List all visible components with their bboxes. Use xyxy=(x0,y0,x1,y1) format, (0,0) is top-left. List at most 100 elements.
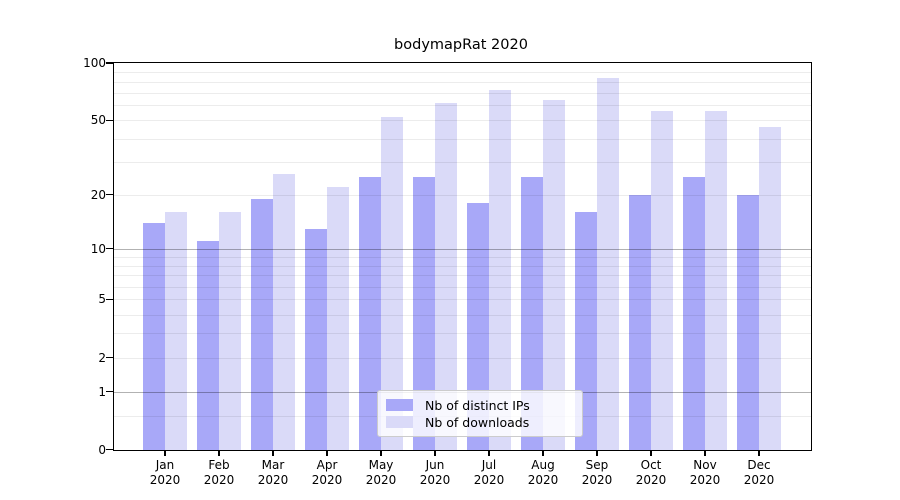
bar-ips-may xyxy=(359,176,381,450)
x-tick-year: 2020 xyxy=(149,472,181,487)
gridline-minor xyxy=(114,138,811,140)
gridline-minor xyxy=(114,265,811,267)
bar-downloads-oct xyxy=(651,110,673,450)
x-tick-year: 2020 xyxy=(203,472,235,487)
y-tick-mark xyxy=(106,448,113,451)
gridline-minor xyxy=(114,71,811,73)
gridline-minor xyxy=(114,194,811,196)
bar-downloads-mar xyxy=(273,173,295,450)
gridline-major xyxy=(114,248,811,250)
y-tick-label: 5 xyxy=(98,292,106,307)
bar-downloads-dec xyxy=(759,127,781,450)
x-tick-label: Mar 2020 xyxy=(257,457,289,487)
x-tick-mark xyxy=(650,451,652,457)
y-tick-label: 100 xyxy=(83,56,106,70)
bars-layer xyxy=(114,63,811,450)
x-tick-year: 2020 xyxy=(365,472,397,487)
x-tick-label: Jun 2020 xyxy=(419,457,451,487)
y-tick-label: 0 xyxy=(98,442,106,457)
y-tick-mark xyxy=(106,119,113,121)
bar-downloads-apr xyxy=(327,186,349,450)
bar-downloads-sep xyxy=(597,78,619,450)
x-tick-label: Sep 2020 xyxy=(581,457,613,487)
x-tick-label: Dec 2020 xyxy=(743,457,775,487)
y-tick-label: 2 xyxy=(98,350,106,365)
bar-downloads-jan xyxy=(165,212,187,450)
gridline-minor xyxy=(114,275,811,277)
axis-layer: 100 50 20 10 5 2 1 0 Jan 2020 Feb 2020 Mar 2020 Apr 202… xyxy=(83,57,811,487)
legend-swatch-downloads xyxy=(386,415,413,429)
bar-downloads-feb xyxy=(219,212,241,450)
x-tick-label: Feb 2020 xyxy=(203,457,235,487)
chart-title: bodymapRat 2020 xyxy=(394,37,528,53)
x-tick-year: 2020 xyxy=(527,472,559,487)
gridline-minor xyxy=(114,357,811,359)
x-tick-label: Oct 2020 xyxy=(635,457,667,487)
y-tick-mark xyxy=(106,193,113,196)
x-tick-mark xyxy=(272,451,274,457)
legend-row: Nb of downloads xyxy=(378,414,582,430)
x-tick-year: 2020 xyxy=(581,472,613,487)
y-tick-mark xyxy=(106,390,113,393)
bar-ips-nov xyxy=(683,176,705,450)
x-tick-label: Jul 2020 xyxy=(473,457,505,487)
x-tick-year: 2020 xyxy=(743,472,775,487)
legend-swatch-ips xyxy=(386,398,413,412)
bar-downloads-jun xyxy=(435,102,457,450)
y-tick-label: 10 xyxy=(90,241,106,256)
x-tick-mark xyxy=(542,451,544,457)
bar-ips-mar xyxy=(251,198,273,450)
bar-ips-jan xyxy=(143,222,165,450)
x-tick-year: 2020 xyxy=(635,472,667,487)
legend-label: Nb of downloads xyxy=(425,414,530,430)
gridline-minor xyxy=(114,256,811,258)
x-tick-mark xyxy=(596,451,598,457)
x-tick-mark xyxy=(704,451,706,457)
gridline-minor xyxy=(114,120,811,122)
gridline-minor xyxy=(114,81,811,83)
bar-ips-feb xyxy=(197,241,219,450)
gridline-minor xyxy=(114,333,811,335)
x-tick-label: Nov 2020 xyxy=(689,457,721,487)
gridline-minor xyxy=(114,105,811,107)
y-tick-mark xyxy=(106,62,113,64)
legend-label: Nb of distinct IPs xyxy=(425,397,530,413)
bar-ips-oct xyxy=(629,194,651,450)
x-tick-year: 2020 xyxy=(311,472,343,487)
x-tick-mark xyxy=(218,451,220,457)
bar-downloads-may xyxy=(381,117,403,450)
gridline-minor xyxy=(114,314,811,316)
x-tick-label: Aug 2020 xyxy=(527,457,559,487)
bar-ips-aug xyxy=(521,176,543,450)
bar-ips-jun xyxy=(413,176,435,450)
x-tick-mark xyxy=(164,451,166,457)
gridline-minor xyxy=(114,286,811,288)
bar-downloads-aug xyxy=(543,99,565,450)
gridline-minor xyxy=(114,92,811,94)
bar-downloads-jul xyxy=(489,90,511,450)
x-tick-label: May 2020 xyxy=(365,457,397,487)
x-tick-mark xyxy=(326,451,328,457)
x-tick-label: Jan 2020 xyxy=(149,457,181,487)
y-tick-mark xyxy=(106,356,113,359)
y-tick-label: 50 xyxy=(90,113,106,128)
x-tick-mark xyxy=(758,451,760,457)
x-tick-year: 2020 xyxy=(257,472,289,487)
gridline-minor xyxy=(114,161,811,163)
y-tick-label: 1 xyxy=(98,384,106,399)
legend: Nb of distinct IPs Nb of downloads xyxy=(377,390,583,437)
legend-row: Nb of distinct IPs xyxy=(378,397,582,413)
x-tick-year: 2020 xyxy=(419,472,451,487)
gridline-minor xyxy=(114,299,811,301)
x-tick-mark xyxy=(380,451,382,457)
x-tick-year: 2020 xyxy=(689,472,721,487)
bar-ips-dec xyxy=(737,194,759,450)
x-tick-year: 2020 xyxy=(473,472,505,487)
bar-ips-jul xyxy=(467,202,489,450)
x-tick-mark xyxy=(434,451,436,457)
x-tick-mark xyxy=(488,451,490,457)
bar-ips-apr xyxy=(305,228,327,450)
bar-downloads-nov xyxy=(705,110,727,450)
plot-area: 100 50 20 10 5 2 1 0 Jan 2020 Feb 2020 Mar 2020 Apr 202… xyxy=(83,57,812,487)
